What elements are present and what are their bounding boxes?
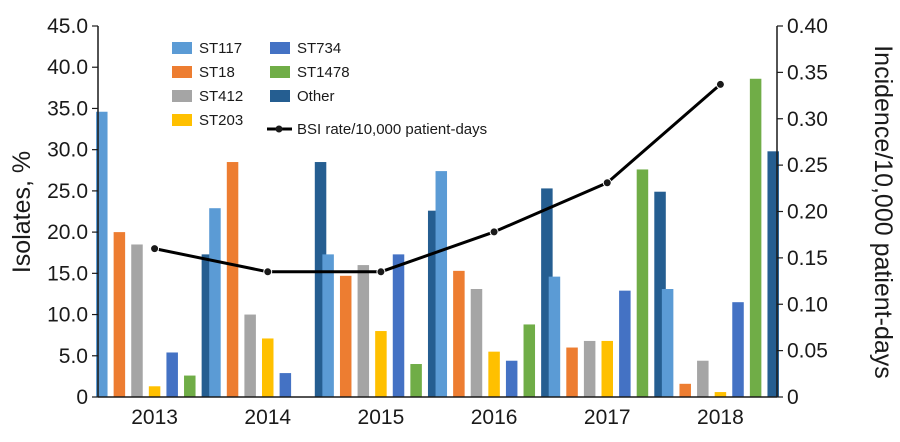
legend-label-bsi: BSI rate/10,000 patient-days [297, 121, 487, 138]
y2-tick-label: 0 [787, 386, 799, 409]
bar-st117-2013 [96, 111, 108, 398]
bar-st1478-2015 [410, 364, 422, 397]
y2-tick-label: 0.35 [787, 61, 828, 84]
bar-st18-2014 [226, 162, 239, 397]
y-tick-label: 35.0 [47, 97, 88, 120]
y2-tick-label: 0.25 [787, 154, 828, 177]
bar-st734-2014 [279, 373, 292, 397]
legend-label-st18: ST18 [199, 64, 235, 81]
y2-tick-label: 0.40 [787, 15, 828, 38]
legend-swatch-st203 [172, 114, 192, 126]
bsi-rate-point-2016 [489, 227, 499, 237]
bar-st18-2013 [113, 232, 126, 397]
y-tick-label: 20.0 [47, 221, 88, 244]
bar-st412-2014 [244, 314, 256, 397]
bar-st117-2017 [548, 276, 561, 397]
bar-st18-2018 [679, 383, 691, 397]
bar-st412-2016 [470, 288, 483, 397]
bar-st412-2015 [357, 265, 370, 397]
y2-tick-label: 0.15 [787, 247, 828, 270]
bar-st203-2016 [488, 351, 500, 397]
y2-tick-label: 0.20 [787, 201, 828, 224]
bar-other-2016 [541, 188, 553, 397]
x-tick-label: 2017 [584, 406, 631, 429]
bar-st734-2015 [392, 254, 405, 397]
bsi-rate-point-2013 [150, 244, 160, 254]
y-axis-title: Isolates, % [8, 151, 36, 273]
y-tick-label: 5.0 [59, 345, 88, 368]
x-tick-label: 2013 [131, 406, 178, 429]
x-tick-label: 2016 [471, 406, 518, 429]
y-tick-label: 10.0 [47, 304, 88, 327]
x-tick-label: 2018 [697, 406, 744, 429]
bar-st412-2018 [697, 360, 709, 397]
bars-layer [96, 78, 779, 398]
legend-swatch-other [270, 90, 290, 102]
bar-st117-2015 [322, 254, 334, 397]
y2-tick-label: 0.10 [787, 293, 828, 316]
rate-line-layer [150, 79, 725, 277]
legend-swatch-st1478 [270, 66, 290, 78]
y-tick-label: 40.0 [47, 56, 88, 79]
bar-st412-2013 [131, 244, 143, 397]
legend-label-st734: ST734 [297, 40, 341, 57]
bar-st1478-2013 [184, 375, 196, 397]
legend-marker-bsi [275, 125, 283, 133]
legend-label-st203: ST203 [199, 112, 243, 129]
bar-st117-2016 [435, 171, 448, 397]
legend-label-st1478: ST1478 [297, 64, 350, 81]
bar-st1478-2018 [749, 78, 762, 398]
y-tick-label: 30.0 [47, 139, 88, 162]
y2-tick-label: 0.30 [787, 108, 828, 131]
bar-st18-2015 [339, 275, 352, 397]
legend-swatch-st117 [172, 42, 192, 54]
bar-st1478-2016 [523, 324, 536, 397]
bar-other-2014 [314, 162, 327, 397]
x-tick-label: 2015 [358, 406, 405, 429]
legend-label-other: Other [297, 88, 335, 105]
bar-st203-2013 [148, 386, 161, 397]
bar-st203-2017 [601, 340, 613, 397]
bsi-rate-point-2014 [263, 267, 273, 277]
y2-axis-title: Incidence/10,000 patient-days [869, 45, 897, 379]
legend-swatch-st734 [270, 42, 290, 54]
bar-st734-2018 [732, 302, 744, 397]
bar-st734-2013 [166, 352, 178, 397]
y-tick-label: 0 [76, 386, 88, 409]
bar-st203-2014 [262, 338, 274, 397]
bar-st203-2015 [375, 331, 387, 397]
y-tick-label: 25.0 [47, 180, 88, 203]
bar-st18-2016 [453, 270, 465, 397]
y-ticks-left: 0 5.0 10.0 15.0 20.0 25.0 30.0 35.0 40.0 45.0 [47, 15, 98, 409]
bar-st203-2018 [714, 392, 727, 397]
y-tick-label: 15.0 [47, 262, 88, 285]
bsi-rate-point-2018 [715, 79, 725, 89]
legend-swatch-st412 [172, 90, 192, 102]
bsi-rate-point-2015 [376, 267, 386, 277]
bar-st18-2017 [566, 347, 578, 397]
legend-swatch-st18 [172, 66, 192, 78]
x-ticks: 2013 2014 2015 2016 2017 2018 [131, 406, 744, 429]
bar-other-2013 [201, 254, 214, 397]
y-ticks-right: 0 0.05 0.10 0.15 0.20 0.25 0.30 0.35 0.40 [777, 15, 828, 409]
bsi-rate-line [154, 83, 722, 274]
bar-st412-2017 [583, 340, 596, 397]
y-tick-label: 45.0 [47, 15, 88, 38]
x-tick-label: 2014 [244, 406, 291, 429]
bar-st117-2014 [209, 208, 221, 397]
bar-st1478-2017 [636, 169, 649, 397]
legend: ST117 ST18 ST412 ST203 ST734 ST1478 Other BSI r… [172, 40, 487, 138]
bar-other-2018 [767, 151, 779, 397]
bar-st117-2018 [661, 288, 674, 397]
y2-tick-label: 0.05 [787, 340, 828, 363]
legend-label-st117: ST117 [199, 40, 242, 57]
legend-label-st412: ST412 [199, 88, 243, 105]
bar-st734-2017 [619, 290, 631, 397]
bsi-rate-point-2017 [602, 178, 612, 188]
bar-other-2017 [654, 191, 666, 397]
bar-other-2015 [427, 210, 440, 397]
bar-st734-2016 [505, 360, 518, 397]
